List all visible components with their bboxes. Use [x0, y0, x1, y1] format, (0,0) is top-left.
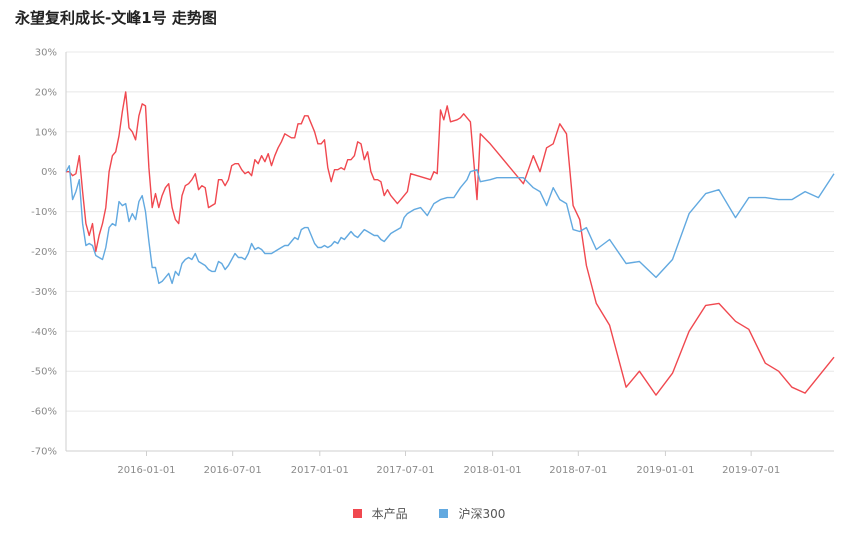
legend-label-product: 本产品: [371, 507, 408, 521]
x-tick-label: 2019-07-01: [722, 465, 780, 476]
legend-item-product[interactable]: 本产品: [352, 505, 408, 522]
x-tick-label: 2018-01-01: [464, 465, 522, 476]
legend-swatch-csi300: [439, 509, 449, 518]
y-axis: 30% 20% 10% 0% -10% -20% -30% -40% -50% -60% -70%: [31, 48, 67, 458]
legend-item-csi300[interactable]: 沪深300: [439, 505, 505, 522]
y-tick-label: -30%: [31, 287, 57, 298]
x-tick-label: 2017-01-01: [291, 465, 349, 476]
series-line-product: [66, 91, 835, 396]
legend: 本产品 沪深300: [0, 505, 858, 522]
x-tick-label: 2016-07-01: [204, 465, 262, 476]
legend-swatch-product: [352, 509, 362, 518]
y-tick-label: -70%: [31, 447, 57, 458]
y-tick-label: -40%: [31, 327, 57, 338]
x-tick-label: 2019-01-01: [636, 465, 694, 476]
grid-lines: [66, 51, 834, 412]
y-tick-label: 30%: [35, 48, 57, 59]
y-tick-label: 10%: [35, 127, 57, 138]
y-tick-label: -10%: [31, 207, 57, 218]
x-tick-label: 2016-01-01: [117, 465, 175, 476]
chart-title: 永望复利成长-文峰1号 走势图: [15, 9, 217, 27]
y-tick-label: 0%: [41, 167, 57, 178]
y-tick-label: -20%: [31, 247, 57, 258]
legend-label-csi300: 沪深300: [458, 507, 506, 521]
y-tick-label: 20%: [35, 87, 57, 98]
series-lines: [65, 91, 835, 396]
series-line-csi300: [65, 164, 835, 285]
x-axis: 2016-01-01 2016-07-01 2017-01-01 2017-07-01…: [66, 450, 834, 476]
x-tick-label: 2018-07-01: [549, 465, 607, 476]
y-tick-label: -60%: [31, 407, 57, 418]
y-tick-label: -50%: [31, 367, 57, 378]
x-tick-label: 2017-07-01: [376, 465, 434, 476]
